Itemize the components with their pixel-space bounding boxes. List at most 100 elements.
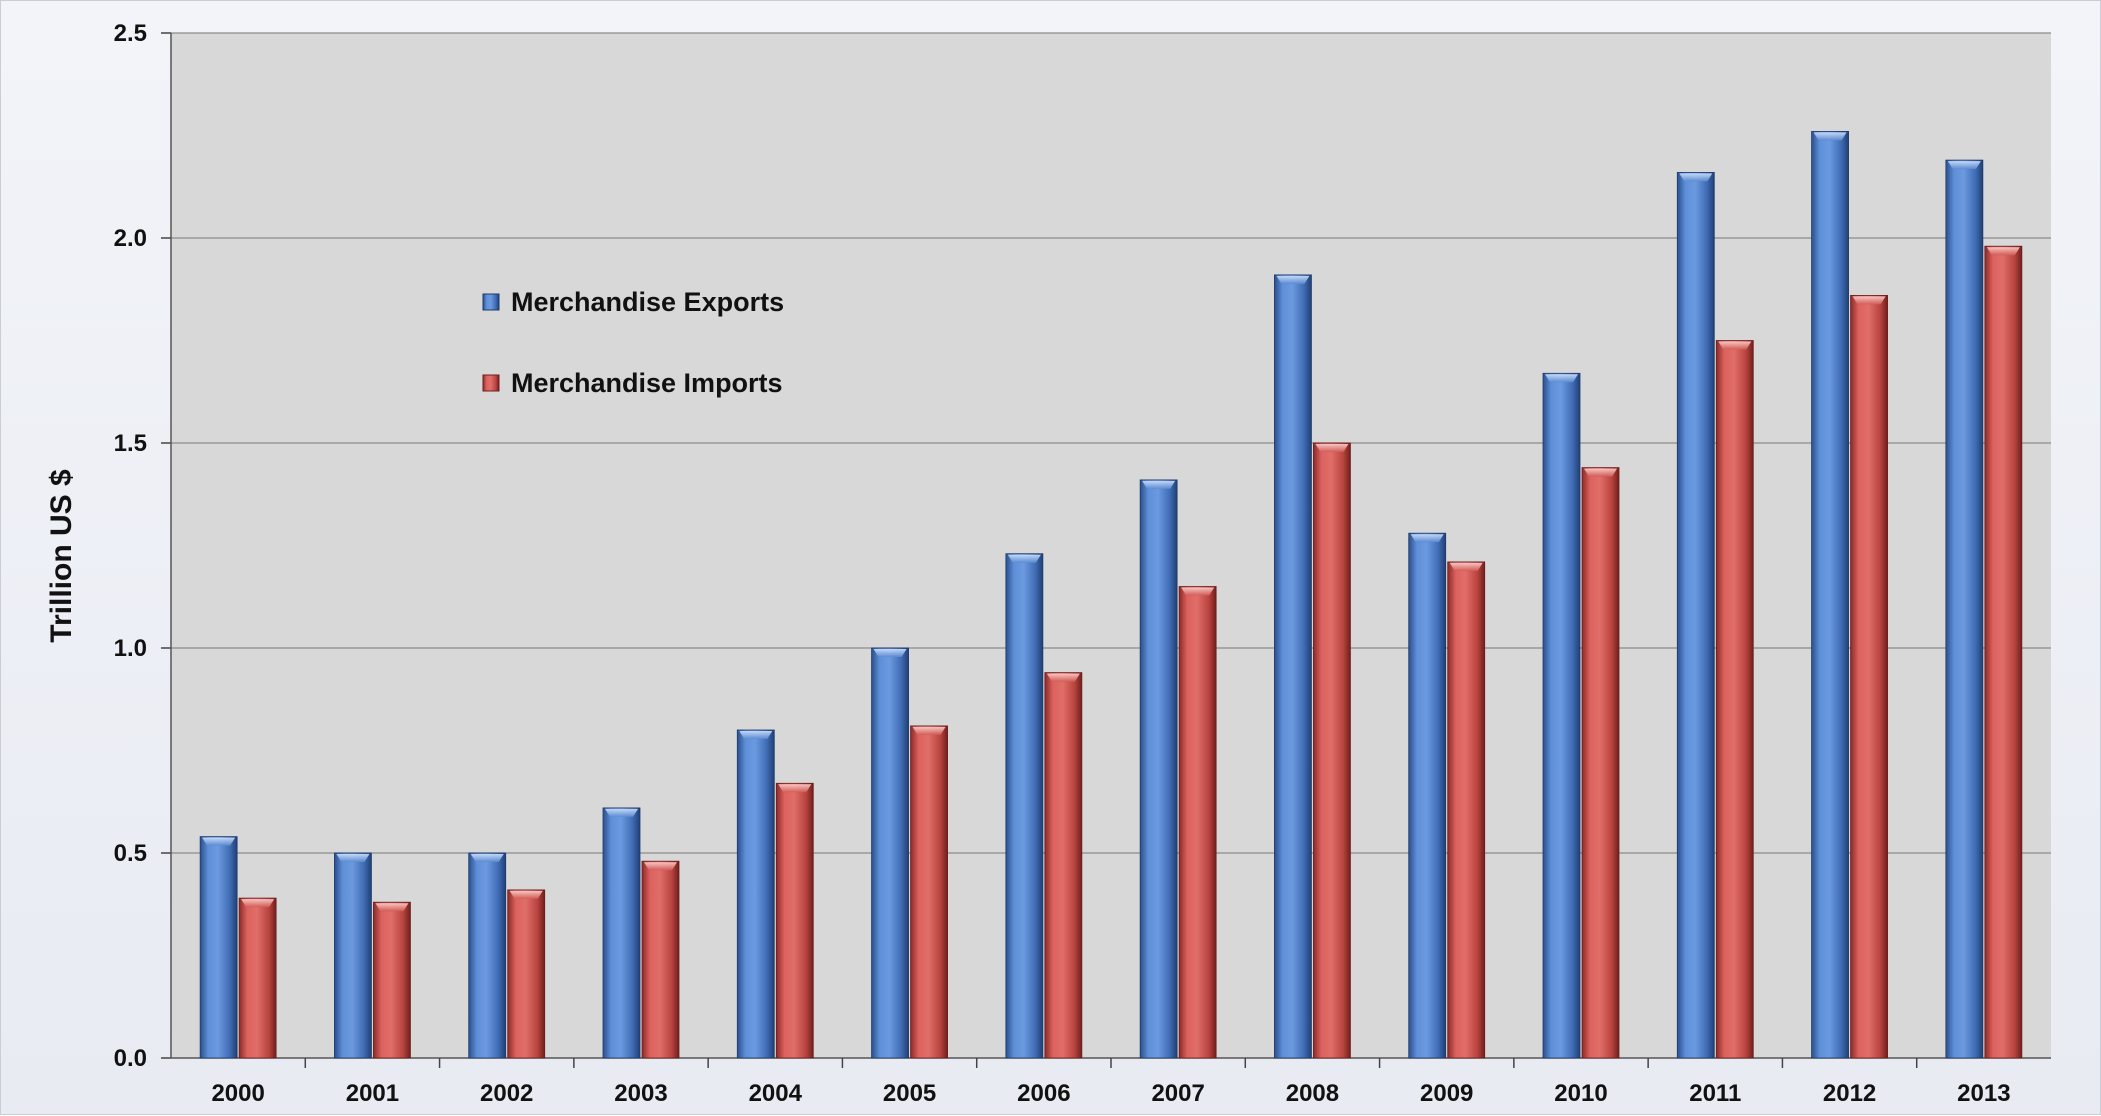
bar-body	[1044, 672, 1083, 1059]
x-tick-label: 2000	[211, 1080, 264, 1107]
legend-swatch	[482, 293, 500, 311]
bar-merchandise-imports-2010	[1581, 467, 1620, 1059]
bar-body	[871, 647, 909, 1059]
bar-merchandise-imports-2002	[507, 889, 546, 1059]
y-tick-label: 0.5	[114, 840, 147, 867]
bar-merchandise-exports-2009	[1408, 532, 1447, 1059]
bar-merchandise-exports-2006	[1005, 553, 1044, 1059]
legend-label: Merchandise Imports	[511, 368, 783, 398]
bar-merchandise-exports-2013	[1945, 159, 1984, 1059]
x-tick-label: 2012	[1823, 1080, 1876, 1107]
bar-merchandise-exports-2003	[602, 807, 641, 1059]
x-tick-label: 2004	[749, 1080, 803, 1107]
bar-merchandise-exports-2002	[468, 852, 507, 1059]
x-axis-ticks: 2000 2001 2002 2003 2004 2005 2006 2007 2008 2009…	[211, 1080, 2010, 1107]
bar-body	[1005, 553, 1044, 1059]
bar-bevel	[1276, 275, 1310, 284]
bar-bevel	[1315, 444, 1349, 452]
x-tick-label: 2009	[1420, 1080, 1473, 1107]
bar-merchandise-exports-2004	[736, 729, 775, 1059]
bar-merchandise-exports-2011	[1676, 171, 1715, 1059]
bar-bevel	[1410, 534, 1444, 543]
bar-body	[1850, 294, 1888, 1059]
bar-body	[1139, 479, 1178, 1059]
bar-body	[238, 897, 277, 1059]
bars	[199, 130, 2023, 1059]
bar-merchandise-imports-2005	[910, 725, 948, 1059]
x-tick-label: 2002	[480, 1080, 533, 1107]
bar-bevel	[1046, 673, 1080, 682]
bar-merchandise-imports-2009	[1447, 561, 1486, 1059]
bar-bevel	[739, 731, 773, 739]
bar-merchandise-imports-2004	[775, 782, 814, 1059]
x-tick-label: 2008	[1286, 1080, 1339, 1107]
bar-bevel	[1852, 296, 1886, 305]
bar-body	[1274, 274, 1312, 1059]
bar-merchandise-imports-2006	[1044, 672, 1083, 1059]
bar-bevel	[912, 726, 946, 735]
bar-merchandise-exports-2005	[871, 647, 909, 1059]
x-tick-label: 2010	[1554, 1080, 1607, 1107]
bar-bevel	[1181, 587, 1215, 596]
y-tick-label: 1.0	[114, 635, 147, 662]
bar-merchandise-exports-2001	[334, 852, 372, 1059]
bar-bevel	[1718, 341, 1752, 350]
y-axis-ticks: 0.0 0.5 1.0 1.5 2.0 2.5	[114, 20, 147, 1072]
bar-bevel	[778, 784, 812, 793]
bar-body	[1408, 532, 1447, 1059]
x-tick-label: 2006	[1017, 1080, 1070, 1107]
bar-body	[736, 729, 775, 1059]
legend-label: Merchandise Exports	[511, 287, 784, 317]
bar-merchandise-exports-2007	[1139, 479, 1178, 1059]
x-tick-label: 2013	[1957, 1080, 2010, 1107]
bar-body	[910, 725, 948, 1059]
bar-body	[1984, 245, 2023, 1059]
bar-bevel	[202, 837, 236, 846]
bar-bevel	[1007, 554, 1041, 563]
bar-body	[507, 889, 546, 1059]
legend-item-merchandise-imports: Merchandise Imports	[482, 368, 783, 398]
bar-merchandise-exports-2000	[199, 836, 238, 1059]
bar-bevel	[644, 862, 677, 871]
bar-merchandise-imports-2012	[1850, 294, 1888, 1059]
bar-merchandise-imports-2001	[373, 901, 411, 1059]
bar-bevel	[470, 854, 504, 862]
bar-bevel	[1947, 161, 1981, 170]
y-axis-title: Trillion US $	[45, 469, 78, 643]
legend-item-merchandise-exports: Merchandise Exports	[482, 287, 784, 317]
bar-bevel	[375, 903, 409, 912]
x-tick-label: 2003	[614, 1080, 667, 1107]
bar-body	[334, 852, 372, 1059]
bar-body	[1542, 372, 1581, 1059]
bar-bevel	[1813, 132, 1847, 141]
bar-merchandise-imports-2003	[641, 860, 680, 1059]
bar-body	[199, 836, 238, 1059]
y-tick-label: 2.5	[114, 20, 147, 47]
bar-merchandise-imports-2011	[1715, 340, 1754, 1059]
bar-body	[1581, 467, 1620, 1059]
bar-merchandise-imports-2013	[1984, 245, 2023, 1059]
x-tick-label: 2007	[1151, 1080, 1204, 1107]
bar-merchandise-exports-2012	[1811, 130, 1849, 1059]
bar-body	[641, 860, 680, 1059]
bar-bevel	[1545, 374, 1578, 383]
bar-merchandise-imports-2007	[1178, 586, 1217, 1059]
bar-body	[1811, 130, 1849, 1059]
bar-body	[602, 807, 641, 1059]
bar-bevel	[1986, 247, 2020, 256]
bar-bevel	[1679, 173, 1713, 182]
bar-bevel	[1449, 562, 1483, 571]
bar-merchandise-exports-2008	[1274, 274, 1312, 1059]
bar-body	[775, 782, 814, 1059]
bar-merchandise-exports-2010	[1542, 372, 1581, 1059]
bar-body	[1447, 561, 1486, 1059]
bar-bevel	[1584, 468, 1617, 477]
bar-body	[1715, 340, 1754, 1059]
y-tick-label: 1.5	[114, 430, 147, 457]
bar-body	[1178, 586, 1217, 1059]
bar-merchandise-imports-2000	[238, 897, 277, 1059]
plot-area	[171, 33, 2051, 1058]
x-tick-label: 2011	[1689, 1080, 1741, 1107]
